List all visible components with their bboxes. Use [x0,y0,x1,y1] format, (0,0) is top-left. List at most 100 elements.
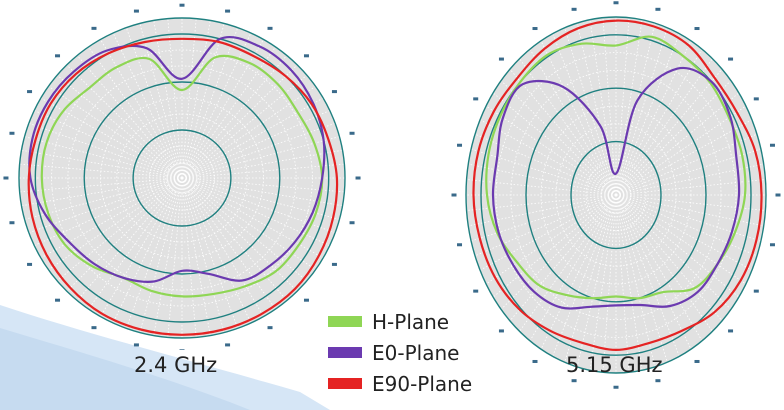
plot-5-15ghz-spoke [615,194,764,227]
frequency-label-5-15ghz: 5.15 GHz [566,353,663,377]
plot-2-4ghz-angle-tick [331,90,337,94]
plot-2-4ghz-minor-ring [67,65,297,291]
plot-5-15ghz-spoke [540,40,617,196]
plot-5-15ghz-angle-tick [753,289,759,293]
legend-item-h-plane: H-Plane [328,306,472,337]
plot-2-4ghz-spoke [181,177,343,207]
plot-5-15ghz-spoke [479,194,617,271]
plot-5-15ghz-spoke [576,194,617,368]
plot-5-15ghz-minor-ring [555,123,677,267]
plot-2-4ghz-spoke [181,177,239,329]
plot-2-4ghz-spoke [181,177,225,333]
plot-2-4ghz-spoke [125,27,183,179]
legend-swatch-h-plane [328,316,362,327]
plot-5-15ghz-spoke [470,194,617,242]
plot-5-15ghz-spoke [602,194,617,373]
plot-5-15ghz-radial-gridlines [465,16,767,374]
legend: H-Plane E0-Plane E90-Plane [328,306,472,399]
plot-5-15ghz-spoke [615,179,766,196]
plot-2-4ghz-spoke [181,136,340,179]
plot-5-15ghz-spoke [589,19,617,196]
plot-2-4ghz-spoke [181,177,336,234]
plot-5-15ghz-major-ring [480,34,752,356]
plot-2-4ghz-spoke [181,122,336,179]
plot-2-4ghz-spoke [153,177,183,336]
plot-5-15ghz-spoke [615,48,703,196]
plot-5-15ghz-major-ring [465,16,767,374]
plot-5-15ghz-angle-tick [728,57,734,61]
plot-2-4ghz-series-e90-plane [27,37,339,336]
plot-5-15ghz-angle-tick [473,289,479,293]
plot-5-15ghz-angle-tick [571,379,577,383]
plot-2-4ghz-spoke [181,177,264,317]
plot-5-15ghz-angle-tick [457,143,463,147]
plot-2-4ghz-major-ring [18,17,346,339]
plot-2-4ghz-spoke [181,177,276,310]
plot-5-15ghz-spoke [564,194,617,363]
plot-2-4ghz-spoke [100,177,183,317]
plot-5-15ghz-angle-tick [473,97,479,101]
plot-5-15ghz-spoke [602,17,617,196]
plot-2-4ghz-spoke [181,177,288,301]
plot-2-4ghz-angle-tick [225,343,231,347]
plot-5-15ghz-spoke [615,194,740,298]
plot-5-15ghz-spoke [615,68,723,196]
plot-2-4ghz-spoke [181,177,330,246]
plot-2-4ghz-spoke [181,18,197,179]
legend-item-e90-plane: E90-Plane [328,368,472,399]
plot-5-15ghz-spoke [615,194,668,363]
plot-5-15ghz-spoke [615,194,766,211]
plot-5-15ghz-spoke [500,80,617,196]
plot-2-4ghz-spoke [139,177,183,333]
plot-2-4ghz-spoke [88,177,183,310]
plot-2-4ghz-angle-tick [179,349,185,350]
plot-2-4ghz-spoke [181,177,211,336]
plot-5-15ghz-angle-tick [694,27,700,31]
plot-5-15ghz-angle-tick [532,359,538,363]
polar-chart-5-15ghz [451,1,781,389]
plot-5-15ghz-spoke [474,194,617,257]
plot-5-15ghz-series-e90-plane [472,19,763,351]
plot-5-15ghz-spoke [615,33,680,196]
plot-2-4ghz-angle-tick [267,326,273,330]
plot-2-4ghz-angle-tick [303,54,309,58]
plot-2-4ghz-spoke [181,149,343,179]
plot-5-15ghz-spoke [474,133,617,196]
plot-5-15ghz-spoke [509,68,617,196]
plot-2-4ghz-angle-tick [3,176,9,180]
plot-2-4ghz-angle-tick [55,54,61,58]
plot-5-15ghz-spoke [615,194,703,342]
plot-2-4ghz-angle-tick [349,131,355,135]
plot-5-15ghz-major-ring [570,140,662,250]
legend-label-e90-plane: E90-Plane [372,371,473,396]
plot-2-4ghz-series-h-plane [40,54,324,298]
plot-2-4ghz-angle-tick [133,343,139,347]
plot-2-4ghz-angle-tick [27,262,33,266]
plot-2-4ghz-spoke [181,85,316,179]
plot-2-4ghz-minor-ring [51,49,313,307]
plot-2-4ghz-spoke [181,177,298,292]
plot-2-4ghz-spoke [100,39,183,179]
plot-2-4ghz-angle-tick [27,90,33,94]
plot-5-15ghz-angle-tick [613,1,619,5]
plot-2-4ghz-spoke [181,110,330,179]
plot-5-15ghz-angle-tick [498,329,504,333]
plot-5-15ghz-spoke [479,119,617,196]
plot-2-4ghz-angle-tick [55,298,61,302]
plot-2-4ghz-spoke [167,18,183,179]
plot-2-4ghz-major-ring [132,129,232,227]
legend-swatch-e0-plane [328,347,362,358]
plot-5-15ghz-spoke [552,194,617,357]
plot-2-4ghz-spoke [181,177,316,271]
plot-5-15ghz-spoke [468,163,617,196]
plot-5-15ghz-angle-tick [769,143,775,147]
plot-2-4ghz-angle-tick [225,9,231,13]
plot-5-15ghz-spoke [615,194,723,322]
plot-5-15ghz-angle-tick [769,243,775,247]
plot-5-15ghz-angle-tick [498,57,504,61]
plot-5-15ghz-spoke [509,194,617,322]
plot-5-15ghz-spoke [615,194,680,357]
plot-5-15ghz-angle-tick [775,193,781,197]
plot-2-4ghz-spoke [181,32,252,179]
